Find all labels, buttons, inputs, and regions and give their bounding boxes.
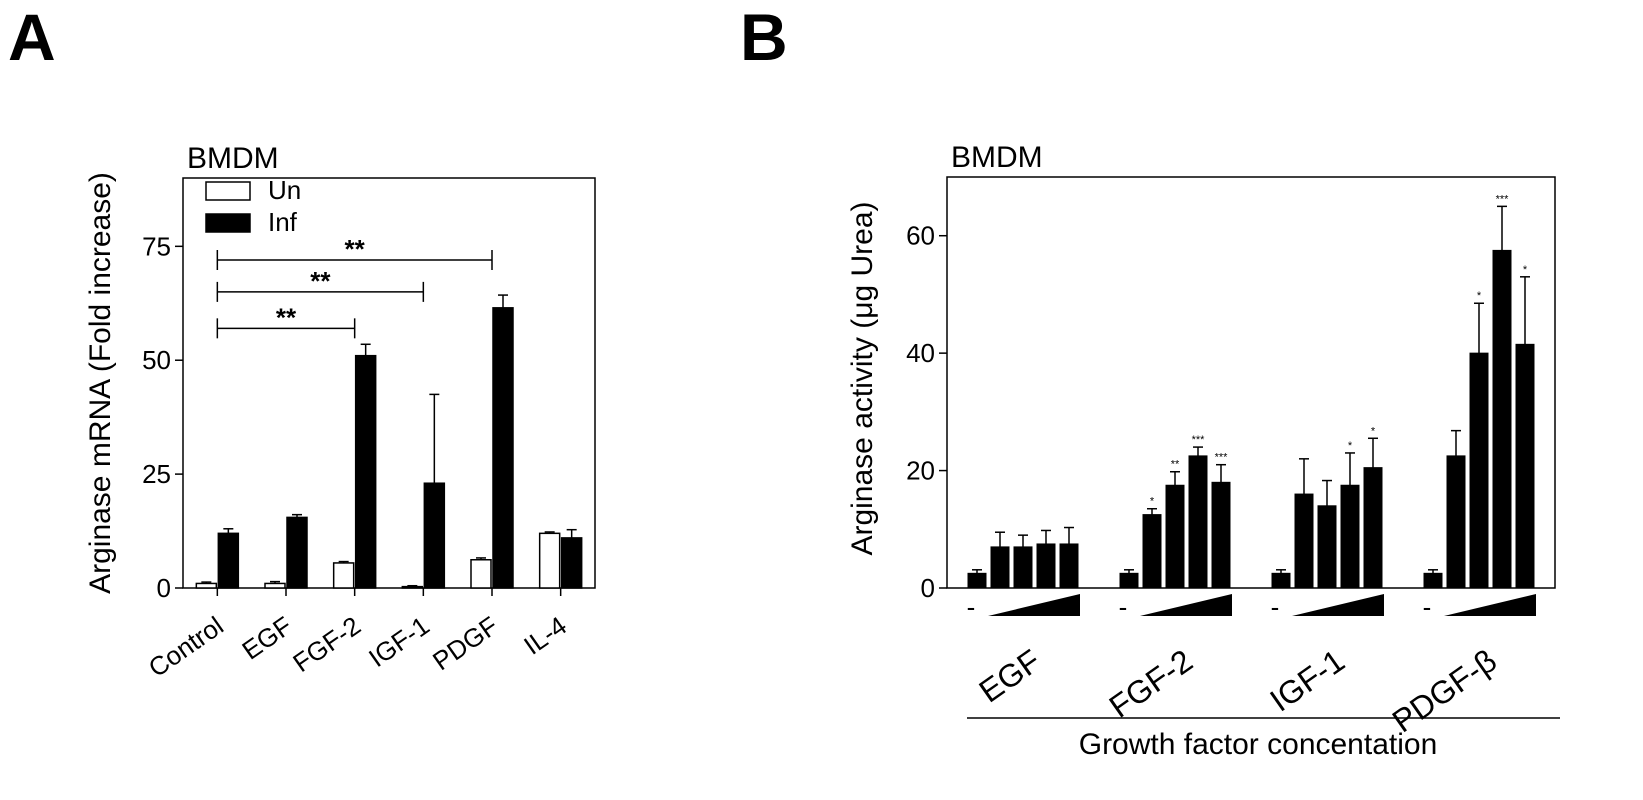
chart-title: BMDM xyxy=(187,142,279,175)
x-tick-label: FGF-2 xyxy=(287,610,366,678)
bar xyxy=(1119,572,1139,589)
bar xyxy=(538,532,561,589)
bar xyxy=(1317,505,1337,589)
panel-letter-a: A xyxy=(8,0,56,74)
bar xyxy=(1363,467,1383,589)
y-tick-label: 0 xyxy=(921,573,935,603)
panel-letter-b: B xyxy=(740,0,788,74)
x-tick-label: Control xyxy=(143,610,229,683)
untreated-marker: - xyxy=(967,592,976,622)
bar xyxy=(1271,572,1291,589)
bar xyxy=(423,482,446,589)
bar xyxy=(264,582,286,589)
bar xyxy=(354,354,377,589)
chart-title: BMDM xyxy=(951,141,1043,174)
untreated-marker: - xyxy=(1119,592,1128,622)
bar xyxy=(217,532,240,589)
y-tick-label: 75 xyxy=(142,231,171,261)
bar xyxy=(492,307,514,589)
bar xyxy=(1340,484,1360,589)
x-tick-label: IGF-1 xyxy=(363,610,435,673)
significance-star: *** xyxy=(1192,434,1206,446)
bar xyxy=(1036,543,1056,589)
significance-star: * xyxy=(1348,440,1353,452)
plot-frame xyxy=(946,176,1556,589)
bar xyxy=(1492,249,1512,589)
bar xyxy=(560,537,583,589)
group-label: EGF xyxy=(972,642,1047,709)
y-tick-label: 0 xyxy=(157,573,171,603)
bar xyxy=(1294,493,1314,589)
sig-label: ** xyxy=(345,234,366,264)
bar xyxy=(1142,514,1162,589)
significance-star: * xyxy=(1371,425,1376,437)
bar xyxy=(1423,572,1443,589)
bar xyxy=(1211,481,1231,589)
legend-label: Inf xyxy=(268,207,298,237)
concentration-wedge xyxy=(1444,594,1536,616)
significance-star: ** xyxy=(1171,459,1180,471)
plot-frame xyxy=(182,177,596,589)
bar xyxy=(1059,543,1079,589)
y-tick-label: 20 xyxy=(906,456,935,486)
y-tick-label: 40 xyxy=(906,338,935,368)
x-tick-label: EGF xyxy=(236,610,297,665)
bar xyxy=(286,516,308,589)
panel-a-chart: BMDM Arginase mRNA (Fold increase) 0 25 50 75… xyxy=(84,142,596,683)
group-label: IGF-1 xyxy=(1263,642,1351,718)
bar xyxy=(967,572,987,589)
bar xyxy=(1165,484,1185,589)
bar xyxy=(401,585,424,589)
legend-swatch xyxy=(205,181,251,201)
y-tick-label: 25 xyxy=(142,459,171,489)
y-axis-label: Arginase activity (μg Urea) xyxy=(846,201,879,555)
x-tick-label: IL-4 xyxy=(518,610,572,660)
legend-swatch xyxy=(205,213,251,233)
bar xyxy=(332,562,355,589)
bar xyxy=(470,559,492,589)
bar xyxy=(1446,455,1466,589)
legend-label: Un xyxy=(268,175,301,205)
bar xyxy=(990,546,1010,589)
group-label: FGF-2 xyxy=(1103,642,1199,725)
concentration-wedge xyxy=(1140,594,1232,616)
bar xyxy=(1188,455,1208,589)
concentration-wedge xyxy=(1292,594,1384,616)
x-axis-label: Growth factor concentation xyxy=(1079,728,1438,761)
x-tick-label: PDGF xyxy=(427,610,503,676)
panel-b-chart: BMDM Arginase activity (μg Urea) 0 20 40 60 - E… xyxy=(846,141,1560,761)
bar xyxy=(1469,352,1489,589)
bar xyxy=(1515,343,1535,589)
y-tick-label: 50 xyxy=(142,345,171,375)
untreated-marker: - xyxy=(1423,592,1432,622)
sig-label: ** xyxy=(310,266,331,296)
significance-star: *** xyxy=(1496,193,1510,205)
y-tick-label: 60 xyxy=(906,221,935,251)
concentration-wedge xyxy=(988,594,1080,616)
significance-star: * xyxy=(1477,290,1482,302)
significance-star: * xyxy=(1150,496,1155,508)
y-axis-label: Arginase mRNA (Fold increase) xyxy=(84,172,117,594)
bar xyxy=(1013,546,1033,589)
significance-star: * xyxy=(1523,264,1528,276)
untreated-marker: - xyxy=(1271,592,1280,622)
sig-label: ** xyxy=(276,302,297,332)
group-label: PDGF-β xyxy=(1386,642,1503,739)
bar xyxy=(195,582,218,589)
significance-star: *** xyxy=(1215,452,1229,464)
